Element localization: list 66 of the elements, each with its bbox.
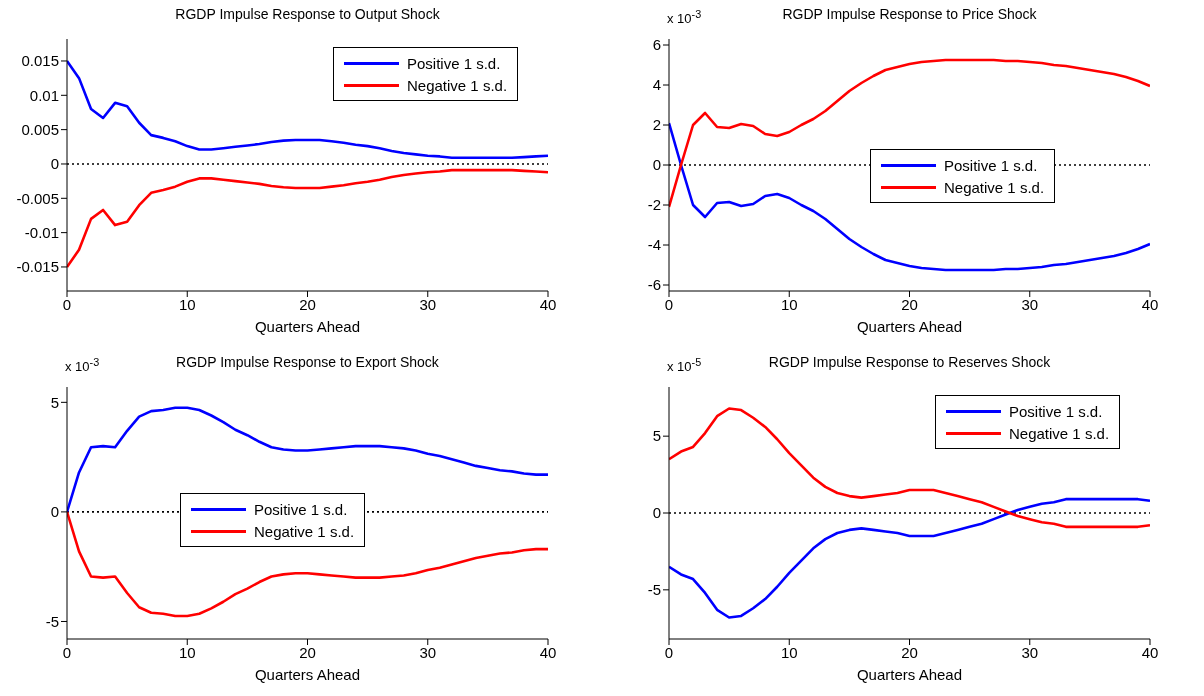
y-tick-label: 5 xyxy=(50,393,59,411)
x-tick-label: 40 xyxy=(539,295,557,313)
chart-title: RGDP Impulse Response to Export Shock xyxy=(176,354,439,370)
legend-label: Positive 1 s.d. xyxy=(1009,402,1103,420)
text: x 10$^{-5}$ xyxy=(667,356,702,375)
y-tick-label: 0 xyxy=(652,156,661,174)
x-tick-label: 10 xyxy=(780,295,798,313)
line-series xyxy=(669,121,1150,272)
x-tick-label: 0 xyxy=(62,643,72,661)
y-tick-label: 2 xyxy=(652,116,661,134)
line-series xyxy=(669,407,1150,529)
x-axis-title: Quarters Ahead xyxy=(855,318,964,335)
x-tick-label: 30 xyxy=(419,295,437,313)
y-tick-label: 0 xyxy=(50,503,59,521)
y-tick-label: 5 xyxy=(652,427,661,445)
legend-label: Negative 1 s.d. xyxy=(1009,424,1110,442)
y-tick-label: -2 xyxy=(647,196,661,214)
x-tick-label: 40 xyxy=(539,643,557,661)
chart-title: RGDP Impulse Response to Reserves Shock xyxy=(768,354,1051,370)
text: x 10$^{-3}$ xyxy=(667,8,702,27)
line-series xyxy=(67,168,548,269)
text: x 10$^{-3}$ xyxy=(65,356,100,375)
y-tick-label: 6 xyxy=(652,36,661,54)
legend-label: Positive 1 s.d. xyxy=(254,500,348,518)
x-axis-title: Quarters Ahead xyxy=(253,318,362,335)
x-tick-label: 20 xyxy=(901,295,918,313)
y-tick-label: -5 xyxy=(45,612,59,630)
x-tick-label: 30 xyxy=(1021,643,1039,661)
y-tick-label: -0.005 xyxy=(16,189,59,207)
line-series xyxy=(67,59,548,160)
y-tick-label: 0.01 xyxy=(29,86,59,104)
y-tick-label: -0.015 xyxy=(16,258,59,276)
line-series xyxy=(67,406,548,514)
y-tick-label: -5 xyxy=(647,581,661,599)
x-axis-title: Quarters Ahead xyxy=(253,666,362,683)
x-tick-label: 40 xyxy=(1141,295,1159,313)
legend-label: Negative 1 s.d. xyxy=(944,178,1045,196)
y-tick-label: -4 xyxy=(647,236,661,254)
x-tick-label: 30 xyxy=(419,643,437,661)
line-series xyxy=(669,58,1150,209)
x-tick-label: 30 xyxy=(1021,295,1039,313)
x-tick-label: 20 xyxy=(299,643,316,661)
legend-label: Negative 1 s.d. xyxy=(254,522,355,540)
x-tick-label: 20 xyxy=(299,295,316,313)
x-axis-title: Quarters Ahead xyxy=(855,666,964,683)
y-tick-label: -0.01 xyxy=(24,223,59,241)
y-tick-label: -6 xyxy=(647,276,661,294)
chart-title: RGDP Impulse Response to Price Shock xyxy=(782,6,1037,22)
x-tick-label: 20 xyxy=(901,643,918,661)
legend-label: Positive 1 s.d. xyxy=(944,156,1038,174)
line-series xyxy=(669,497,1150,619)
x-tick-label: 10 xyxy=(178,295,196,313)
x-tick-label: 10 xyxy=(178,643,196,661)
x-tick-label: 0 xyxy=(62,295,72,313)
chart-title: RGDP Impulse Response to Output Shock xyxy=(174,6,441,22)
x-tick-label: 0 xyxy=(664,643,674,661)
y-tick-label: 0 xyxy=(652,504,661,522)
y-tick-label: 0 xyxy=(50,155,59,173)
y-tick-label: 0.015 xyxy=(21,52,59,70)
y-tick-label: 4 xyxy=(652,76,661,94)
legend-label: Positive 1 s.d. xyxy=(407,54,501,72)
x-tick-label: 10 xyxy=(780,643,798,661)
legend-label: Negative 1 s.d. xyxy=(407,76,508,94)
y-tick-label: 0.005 xyxy=(21,120,59,138)
x-tick-label: 0 xyxy=(664,295,674,313)
x-tick-label: 40 xyxy=(1141,643,1159,661)
